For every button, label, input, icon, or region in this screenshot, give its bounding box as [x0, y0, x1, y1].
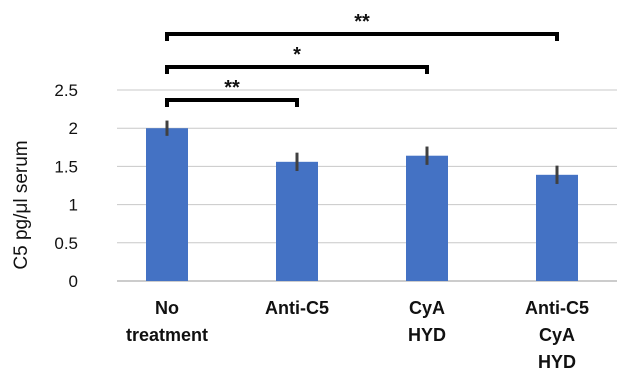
x-category-label-line: CyA: [409, 298, 445, 318]
x-axis-categories: No treatment Anti-C5 CyA HYD Anti-C5 CyA HYD: [126, 298, 589, 372]
x-category-label-line: No: [155, 298, 179, 318]
x-category-label: Anti-C5 CyA HYD: [525, 298, 589, 372]
y-tick-label: 0: [69, 272, 78, 291]
significance-bracket: [165, 32, 559, 41]
x-category-label-line: HYD: [538, 352, 576, 372]
x-category-label: CyA HYD: [408, 298, 446, 345]
gridlines: [117, 89, 617, 282]
x-category-label-line: Anti-C5: [525, 298, 589, 318]
y-axis-ticks: 0 0.5 1 1.5 2 2.5: [54, 81, 78, 291]
x-category-label: No treatment: [126, 298, 208, 345]
bar: [536, 174, 578, 281]
bar: [406, 155, 448, 281]
significance-label: **: [224, 77, 240, 99]
y-tick-label: 0.5: [54, 234, 78, 253]
y-tick-label: 2.5: [54, 81, 78, 100]
bars: [146, 128, 578, 281]
y-tick-label: 1.5: [54, 157, 78, 176]
x-category-label-line: CyA: [539, 325, 575, 345]
x-category-label-line: Anti-C5: [265, 298, 329, 318]
bar: [276, 161, 318, 281]
significance-brackets: *****: [165, 11, 559, 107]
x-category-label-line: HYD: [408, 325, 446, 345]
bar: [146, 128, 188, 281]
x-category-label: Anti-C5: [265, 298, 329, 318]
y-axis-title: C5 pg/μl serum: [11, 140, 32, 269]
significance-bracket: [165, 98, 299, 107]
error-bars: [165, 120, 559, 184]
x-category-label-line: treatment: [126, 325, 208, 345]
y-tick-label: 1: [69, 196, 78, 215]
y-tick-label: 2: [69, 119, 78, 138]
significance-label: *: [293, 44, 301, 66]
significance-bracket: [165, 65, 429, 74]
significance-label: **: [354, 11, 370, 33]
